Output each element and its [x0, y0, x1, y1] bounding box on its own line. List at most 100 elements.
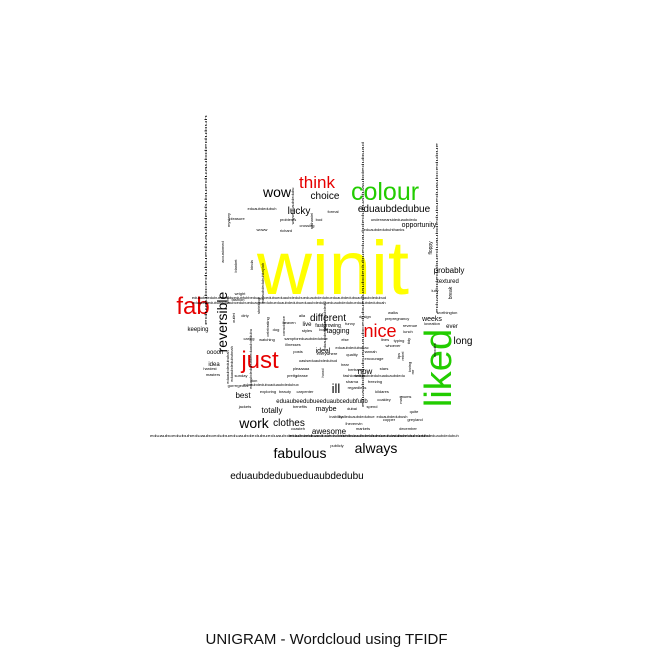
word-opportunity: opportunity	[402, 222, 437, 229]
word-december: december	[399, 426, 417, 431]
word-fashion: fashion	[232, 297, 245, 302]
word-work: work	[238, 415, 270, 431]
word-markets: markets	[356, 426, 370, 431]
word-celebrating: celebrating	[265, 317, 270, 337]
word-vest: vest	[225, 295, 230, 303]
word-everywhere: everywhere	[317, 351, 338, 356]
word-now: now	[358, 367, 373, 376]
word-bertram: bertram	[348, 367, 362, 372]
word-funny: funny	[345, 321, 355, 326]
word-fabulous: fabulous	[274, 445, 327, 461]
word-lucky: lucky	[288, 206, 311, 217]
word-revenue: revenue	[403, 323, 418, 328]
word-choice: choice	[311, 191, 340, 202]
word-problems: problems	[280, 217, 296, 222]
word-mums: mums	[401, 394, 412, 399]
word-whoever: whoever	[385, 343, 401, 348]
word-eduaubcedubuheduaubcedubueduaubdedubuedu: eduaubcedubuheduaubcedubueduaubdedubuedu…	[150, 433, 430, 438]
word-keeping: keeping	[187, 327, 208, 333]
word-eduaubdedubuh: eduaubdedubuh	[248, 206, 277, 211]
word-eduaubdedubuhkeeduaubdedubu: eduaubdedubuhkeeduaubdedubu	[248, 329, 253, 389]
word-benefits: benefits	[293, 404, 307, 409]
word-dirty: dirty	[241, 313, 249, 318]
word-please: please	[296, 373, 309, 378]
word-floppy: floppy	[428, 241, 434, 255]
word-outlet: outlet	[231, 312, 236, 323]
word-wayweduaubdedubu: wayweduaubdedubu	[290, 188, 295, 225]
word-eduaubeedubueeduaubcedubfubb: eduaubeedubueeduaubcedubfubb	[276, 399, 368, 405]
word-inability: inability	[329, 414, 342, 419]
word-posts: posts	[293, 349, 303, 354]
word-mr: mr	[410, 369, 415, 374]
word-eduaubcedubueduaubdedubueduaubdedubuh: eduaubcedubueduaubdedubueduaubdedubuh	[203, 115, 208, 325]
word-loving: loving	[407, 362, 412, 372]
word-hear: hear	[341, 362, 350, 367]
word-eduaubdedubueduaubdedubueduaubcedubue: eduaubdedubueduaubdedubueduaubcedubue	[434, 141, 439, 313]
word-eduaubdedubuhthanks: eduaubdedubuhthanks	[364, 227, 405, 232]
word-copper: copper	[383, 417, 396, 422]
word-always: always	[355, 440, 398, 456]
word-tagging: tagging	[327, 328, 350, 335]
word-nathaniel: nathaniel	[309, 213, 314, 229]
word-mystery: mystery	[226, 213, 231, 227]
word-masters: masters	[206, 372, 220, 377]
word-oasiseduaubdedubud: oasiseduaubdedubud	[299, 358, 337, 363]
word-textured: textured	[437, 279, 459, 285]
word-boyf: boyf	[319, 327, 327, 332]
word-freezing: freezing	[368, 379, 382, 384]
word-totally: totally	[262, 406, 283, 415]
word-styles: styles	[302, 328, 312, 333]
word-alla: alla	[299, 313, 306, 318]
word-lunch: lunch	[403, 329, 413, 334]
word-balleduaubdedubue: balleduaubdedubue	[339, 414, 375, 419]
word-shrieking: shrieking	[256, 298, 261, 314]
word-sunday: sunday	[235, 373, 248, 378]
word-eduaubdedubueduaubcedubfubbeduaubcedubue: eduaubdedubueduaubcedubfubbeduaubcedubue…	[192, 295, 386, 300]
word-woww: woww	[257, 227, 268, 232]
word-weeks: weeks	[421, 316, 442, 323]
word-lines: lines	[381, 337, 389, 342]
word-quite: quite	[410, 409, 419, 414]
word-carpenter: carpenter	[297, 389, 315, 394]
word-eduaubdedubuueduaubcedubfubbeduaubcedubu: eduaubdedubuueduaubcedubfubbeduaubcedubu…	[289, 433, 459, 438]
word-crossing: crossing	[300, 223, 315, 228]
word-idea: idea	[208, 362, 220, 368]
word-dubai: dubai	[347, 406, 357, 411]
word-hannah: hannah	[363, 349, 376, 354]
word-formal: formal	[327, 209, 338, 214]
word-sharna: sharna	[346, 379, 359, 384]
word-walks: walks	[388, 310, 398, 315]
word-jackets: jackets	[238, 404, 251, 409]
word-eduaubdedubuhah: eduaubdedubuhah	[225, 350, 230, 383]
word-conscience: conscience	[281, 315, 286, 336]
word-eduaubdedubueduaubcedubueduaubdedubuedua: eduaubdedubueduaubcedubueduaubdedubuedua…	[360, 142, 365, 407]
word-blanket: blanket	[233, 259, 238, 273]
word-pleaaaaa: pleaaaaa	[293, 366, 310, 371]
word-eduaubdedubuhnah: eduaubdedubuhnah	[229, 346, 234, 382]
word-loveation: loveation	[424, 321, 440, 326]
word-different: different	[310, 313, 346, 324]
word-eduaubdedubueduaubdedubu: eduaubdedubueduaubdedubu	[230, 471, 363, 482]
word-eduaubdedubuheduaubcedubueduaubdedubuedu: eduaubdedubuheduaubcedubueduaubdedubuedu…	[192, 300, 385, 305]
word-caring: caring	[244, 336, 255, 341]
word-ill: ill	[332, 381, 341, 396]
word-winit: winit	[256, 226, 409, 311]
word-richard: richard	[280, 228, 292, 233]
word-beauty: beauty	[279, 389, 291, 394]
word-watching: watching	[259, 337, 275, 342]
word-typing: typing	[394, 338, 405, 343]
word-kinda: kinda	[249, 259, 254, 269]
word-else: else	[341, 337, 349, 342]
word-luxy: luxy	[431, 288, 438, 293]
word-reversible: reversible	[214, 291, 230, 352]
word-underwearsideduaubdedu: underwearsideduaubdedu	[371, 217, 417, 222]
word-stars: stars	[380, 366, 389, 371]
word-eduaubdedubuaduaubdedu: eduaubdedubuaduaubdedu	[322, 302, 327, 351]
word-lips: lips	[396, 353, 401, 359]
word-regardless: regardless	[348, 385, 367, 390]
word-rebel: rebel	[400, 351, 405, 360]
word-eduaubdedubue: eduaubdedubue	[358, 204, 431, 215]
word-wooden: wooden	[432, 343, 437, 357]
word-publicly: publicly	[330, 443, 343, 448]
